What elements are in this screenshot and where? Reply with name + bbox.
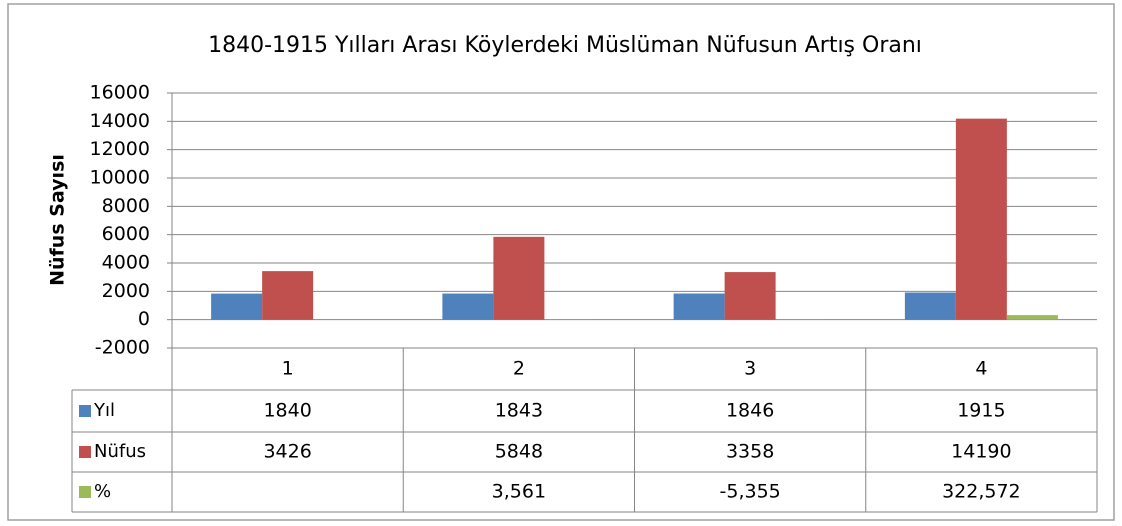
table-value: -5,355 — [720, 481, 781, 503]
bar — [493, 236, 545, 320]
y-tick-label: -2000 — [95, 337, 150, 359]
table-value: 5848 — [495, 441, 543, 463]
x-tick-label: 3 — [744, 358, 756, 380]
table-value: 1846 — [726, 400, 774, 422]
table-value: 1915 — [957, 400, 1005, 422]
bar — [1006, 315, 1058, 320]
chart-area — [7, 3, 1115, 521]
y-axis-label: Nüfus Sayısı — [47, 154, 69, 286]
y-tick-label: 0 — [138, 308, 150, 330]
legend-key — [79, 486, 91, 498]
legend-key — [79, 405, 91, 417]
y-tick-label: 2000 — [102, 280, 150, 302]
table-value: 322,572 — [942, 481, 1021, 503]
bar — [904, 292, 956, 320]
y-tick-label: 8000 — [102, 195, 150, 217]
bar — [442, 293, 494, 320]
y-tick-label: 14000 — [90, 110, 150, 132]
table-value: 1843 — [495, 400, 543, 422]
legend-label: Nüfus — [94, 441, 146, 462]
legend-key — [79, 446, 91, 458]
table-value: 3358 — [726, 441, 774, 463]
bar — [724, 272, 776, 320]
y-tick-label: 12000 — [90, 138, 150, 160]
y-tick-label: 16000 — [90, 82, 150, 104]
table-value: 3426 — [263, 441, 311, 463]
y-tick-label: 6000 — [102, 223, 150, 245]
table-value: 1840 — [263, 400, 311, 422]
chart-title: 1840-1915 Yılları Arası Köylerdeki Müslü… — [208, 33, 922, 58]
bar — [955, 118, 1007, 320]
legend-label: % — [94, 481, 111, 502]
x-tick-label: 1 — [282, 358, 294, 380]
bar — [262, 271, 314, 320]
y-tick-label: 10000 — [90, 167, 150, 189]
table-value: 14190 — [951, 441, 1011, 463]
bar — [673, 293, 725, 320]
table-value: 3,561 — [492, 481, 546, 503]
y-tick-label: 4000 — [102, 252, 150, 274]
legend-label: Yıl — [93, 400, 115, 421]
x-tick-label: 4 — [975, 358, 987, 380]
x-tick-label: 2 — [513, 358, 525, 380]
bar — [211, 293, 263, 320]
